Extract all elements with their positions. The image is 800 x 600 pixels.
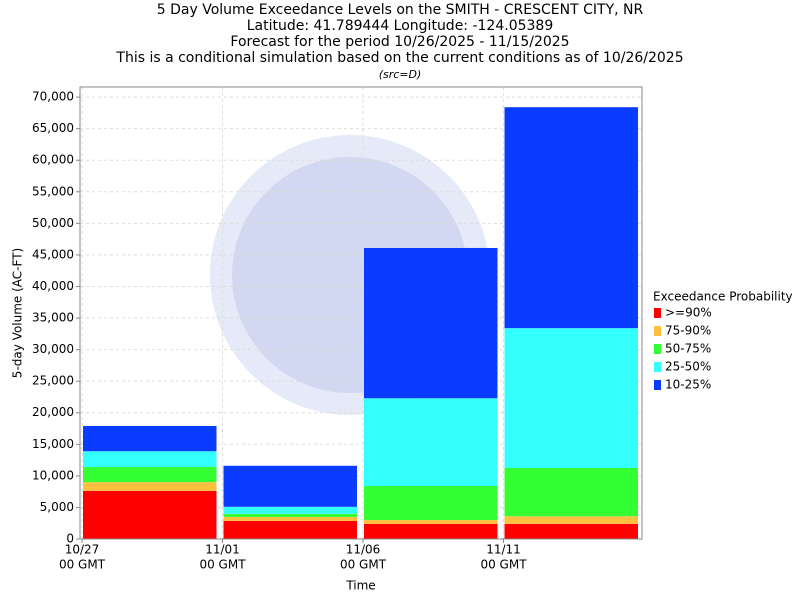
legend-label: 50-75% (665, 342, 711, 356)
y-tick-label: 45,000 (32, 247, 74, 261)
x-tick-label: 10/27 (65, 543, 100, 557)
bar-segment (223, 516, 357, 522)
bar-segment (223, 506, 357, 514)
x-tick-sublabel: 00 GMT (59, 558, 106, 572)
bar-segment (223, 521, 357, 539)
bar-segment (364, 523, 498, 539)
x-tick-label: 11/06 (346, 543, 381, 557)
plot-border (79, 86, 643, 540)
x-tick-label: 11/01 (205, 543, 240, 557)
legend-label: >=90% (665, 306, 712, 320)
bar-segment (504, 516, 638, 524)
x-tick-label: 11/11 (486, 543, 521, 557)
y-axis-label: 5-day Volume (AC-FT) (11, 248, 25, 378)
subtitle: Forecast for the period 10/26/2025 - 11/… (230, 34, 569, 50)
x-tick-sublabel: 00 GMT (199, 558, 246, 572)
bar-segment (364, 485, 498, 521)
bar-segment (504, 328, 638, 468)
legend-label: 10-25% (665, 378, 711, 392)
bar-segment (504, 107, 638, 329)
bar-segment (223, 513, 357, 517)
y-tick-label: 10,000 (32, 468, 74, 482)
y-tick-label: 70,000 (32, 90, 74, 104)
bar-segment (223, 465, 357, 507)
legend-swatch (654, 362, 661, 372)
bar-segment (504, 523, 638, 539)
x-axis-label: Time (345, 579, 375, 593)
subtitle: Latitude: 41.789444 Longitude: -124.0538… (247, 18, 554, 34)
chart-title: 5 Day Volume Exceedance Levels on the SM… (157, 2, 644, 18)
y-tick-label: 55,000 (32, 184, 74, 198)
bars (83, 107, 638, 539)
x-tick-sublabel: 00 GMT (480, 558, 527, 572)
legend-swatch (654, 380, 661, 390)
bar-segment (83, 451, 217, 468)
legend-label: 75-90% (665, 324, 711, 338)
y-tick-label: 50,000 (32, 216, 74, 230)
bar-segment (504, 467, 638, 517)
y-tick-label: 15,000 (32, 437, 74, 451)
bar-segment (83, 467, 217, 483)
y-tick-label: 35,000 (32, 311, 74, 325)
y-tick-label: 40,000 (32, 279, 74, 293)
subtitle: This is a conditional simulation based o… (115, 50, 683, 66)
bar-segment (364, 398, 498, 486)
legend-swatch (654, 326, 661, 336)
source: (src=D) (379, 68, 422, 81)
bar-segment (364, 247, 498, 399)
bar-segment (83, 426, 217, 452)
y-tick-label: 60,000 (32, 153, 74, 167)
legend-label: 25-50% (665, 360, 711, 374)
y-tick-label: 25,000 (32, 374, 74, 388)
legend-swatch (654, 344, 661, 354)
y-tick-label: 0 (66, 532, 74, 546)
bar-segment (83, 491, 217, 539)
legend-title: Exceedance Probability (653, 290, 793, 304)
bar-segment (364, 520, 498, 524)
legend-swatch (654, 308, 661, 318)
bar-segment (83, 482, 217, 492)
x-tick-sublabel: 00 GMT (340, 558, 387, 572)
y-tick-label: 30,000 (32, 342, 74, 356)
y-tick-label: 20,000 (32, 405, 74, 419)
y-tick-label: 65,000 (32, 121, 74, 135)
y-tick-label: 5,000 (40, 500, 74, 514)
